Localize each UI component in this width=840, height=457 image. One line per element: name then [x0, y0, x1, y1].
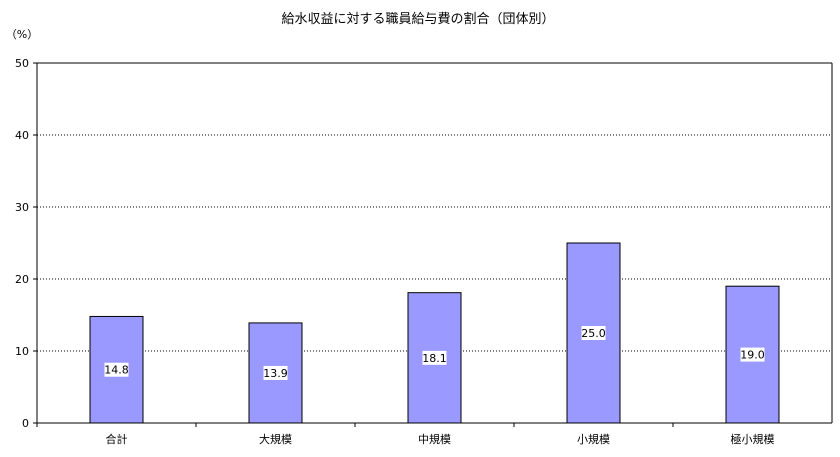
y-tick-label: 0: [22, 417, 29, 430]
bar-group: 18.1: [407, 292, 462, 424]
axes: 0 10 20 30 40 50 合計 大規模 中規模 小規模 極小規模: [15, 57, 833, 446]
x-tick-label: 極小規模: [731, 432, 775, 446]
x-tick-label: 中規模: [418, 432, 451, 446]
y-tick-label: 30: [15, 201, 29, 214]
data-label: 19.0: [740, 349, 765, 362]
y-tick-label: 50: [15, 57, 29, 70]
data-label-background: [581, 326, 606, 340]
x-tick-label: 合計: [106, 432, 128, 446]
data-label-background: [740, 347, 765, 362]
y-axis-unit-label: （%）: [6, 28, 38, 41]
gridlines: [37, 62, 832, 352]
y-tick-label: 20: [15, 273, 29, 286]
x-tick-label: 大規模: [259, 432, 292, 446]
data-label: 13.9: [263, 367, 288, 380]
bars: 14.8 13.9 18.1 25.0 19.0: [89, 242, 780, 424]
data-label-background: [422, 350, 447, 365]
data-label: 18.1: [422, 352, 447, 365]
data-label: 14.8: [104, 364, 129, 377]
data-label: 25.0: [581, 327, 606, 340]
y-tick-label: 10: [15, 345, 29, 358]
bar-group: 14.8: [89, 315, 144, 424]
data-label-background: [104, 362, 129, 377]
y-tick-label: 40: [15, 129, 29, 142]
bar-group: 13.9: [248, 322, 303, 424]
bar-group: 25.0: [566, 242, 621, 424]
x-tick-label: 小規模: [577, 432, 610, 446]
data-label-background: [263, 365, 288, 380]
bar-group: 19.0: [725, 285, 780, 424]
chart-title: 給水収益に対する職員給与費の割合（団体別）: [281, 11, 554, 27]
